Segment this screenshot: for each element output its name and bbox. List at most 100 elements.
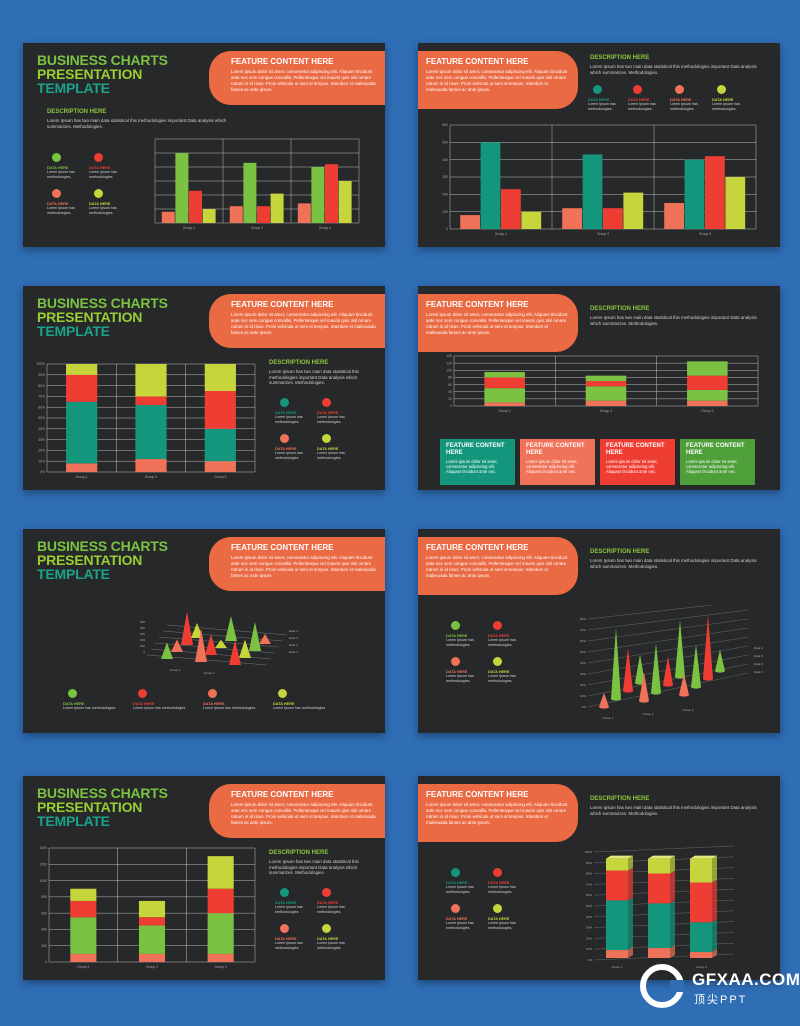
- y-tick-label: 70%: [586, 882, 592, 886]
- legend-text: Lorem Ipsum has methodologies.: [446, 921, 474, 930]
- title-line-1: BUSINESS CHARTS: [37, 295, 168, 311]
- legend-item: DATA HERE Lorem Ipsum has methodologies.: [446, 868, 484, 894]
- gridline: [587, 672, 749, 708]
- bar-segment: [138, 917, 166, 926]
- series-label: Data 2: [754, 662, 763, 666]
- legend-item: DATA HERE Lorem Ipsum has methodologies.: [89, 189, 127, 215]
- x-tick-label: Group 1: [170, 668, 181, 672]
- x-tick-label: Group 2: [146, 965, 158, 969]
- slide-1[interactable]: BUSINESS CHARTS PRESENTATION TEMPLATE FE…: [23, 43, 385, 247]
- slide-8[interactable]: FEATURE CONTENT HERE Lorem ipsum dolor s…: [418, 776, 780, 980]
- legend-item: DATA HERE Lorem Ipsum has methodologies.: [203, 689, 263, 711]
- series-label: Data 1: [289, 650, 298, 654]
- column-top: [606, 855, 633, 859]
- bar-segment: [687, 361, 728, 376]
- title-line-2: PRESENTATION: [37, 66, 143, 82]
- column-side: [712, 949, 717, 958]
- legend-dot-icon: [280, 398, 289, 407]
- bar: [229, 206, 243, 223]
- title-line-3: TEMPLATE: [37, 80, 110, 96]
- bar: [684, 159, 705, 229]
- slide-4[interactable]: FEATURE CONTENT HERE Lorem ipsum dolor s…: [418, 286, 780, 490]
- legend-item: DATA HERE Lorem Ipsum has methodologies.: [446, 657, 484, 683]
- series-label: Data 4: [754, 646, 763, 650]
- cone: [635, 654, 645, 683]
- legend-label: DATA HERE: [488, 670, 510, 674]
- y-tick-label: 0%: [40, 470, 45, 474]
- bar-segment: [135, 405, 167, 460]
- bar: [603, 208, 623, 229]
- x-tick-label: Group 1: [612, 965, 623, 969]
- pyramid: [181, 611, 193, 645]
- x-tick-label: Group 1: [499, 409, 511, 413]
- feature-box-body: Lorem ipsum dolor sit amet, consectetur …: [526, 459, 578, 475]
- bar-segment: [138, 925, 166, 954]
- legend-dot-icon: [451, 868, 460, 877]
- slide-title: BUSINESS CHARTS PRESENTATION TEMPLATE: [37, 786, 168, 828]
- y-tick-label: 0: [446, 227, 448, 231]
- legend-label: DATA HERE: [47, 166, 69, 170]
- feature-body: Lorem ipsum dolor sit amet, consectetur …: [231, 802, 376, 825]
- column-side: [670, 900, 675, 949]
- slide-2[interactable]: FEATURE CONTENT HERE Lorem ipsum dolor s…: [418, 43, 780, 247]
- bar-segment: [585, 400, 627, 406]
- y-tick-label: 40%: [586, 915, 592, 919]
- pyramid: [259, 634, 271, 644]
- legend-item: DATA HERE Lorem Ipsum has methodologies.: [275, 888, 313, 914]
- legend-label: DATA HERE: [446, 881, 468, 885]
- watermark-brand: GFXAA.COM: [692, 970, 800, 989]
- slide-6[interactable]: FEATURE CONTENT HERE Lorem ipsum dolor s…: [418, 529, 780, 733]
- legend-text: Lorem Ipsum has methodologies.: [275, 451, 303, 460]
- slide-3[interactable]: BUSINESS CHARTS PRESENTATION TEMPLATE FE…: [23, 286, 385, 490]
- bar-segment: [484, 402, 525, 406]
- bar: [270, 193, 284, 223]
- y-tick-label: 20%: [38, 449, 45, 453]
- cone-base: [663, 683, 673, 687]
- legend-text: Lorem Ipsum has methodologies.: [488, 638, 516, 647]
- legend-label: DATA HERE: [203, 702, 225, 706]
- cone-base: [599, 705, 609, 709]
- column-segment: [606, 950, 628, 958]
- y-tick-label: 0%: [588, 958, 593, 962]
- feature-body: Lorem ipsum dolor sit amet, consectetur …: [231, 555, 376, 578]
- feature-heading: FEATURE CONTENT HERE: [426, 300, 529, 309]
- legend-label: DATA HERE: [488, 917, 510, 921]
- legend-dot-icon: [493, 657, 502, 666]
- gridline: [587, 618, 749, 642]
- column-segment: [690, 858, 712, 883]
- feature-banner: FEATURE CONTENT HERE Lorem ipsum dolor s…: [209, 784, 385, 838]
- legend-item: DATA HERE Lorem Ipsum has methodologies.: [317, 888, 355, 914]
- legend-label: DATA HERE: [47, 202, 69, 206]
- legend-item: DATA HERE Lorem Ipsum has methodologies.: [712, 85, 750, 111]
- legend-item: DATA HERE Lorem Ipsum has methodologies.: [275, 924, 313, 950]
- bar-segment: [135, 459, 167, 472]
- y-tick-label: 0%: [582, 705, 587, 709]
- chart: 0% 10% 20% 30% 40% 50% 60% 70% 80% Group 1 Group 2…: [558, 605, 768, 729]
- slide-title: BUSINESS CHARTS PRESENTATION TEMPLATE: [37, 53, 168, 95]
- description-heading: DESCRIPTION HERE: [590, 549, 650, 555]
- slide-7[interactable]: BUSINESS CHARTS PRESENTATION TEMPLATE FE…: [23, 776, 385, 980]
- chart: 0 100 200 300 400 500 600 Group 1 Group 2 Group 3: [430, 121, 760, 241]
- legend-text: Lorem Ipsum has methodologies.: [317, 941, 345, 950]
- title-line-2: PRESENTATION: [37, 799, 143, 815]
- legend-dot-icon: [280, 888, 289, 897]
- bar-segment: [135, 396, 167, 406]
- x-tick-label: Group 2: [643, 712, 654, 716]
- slide-5[interactable]: BUSINESS CHARTS PRESENTATION TEMPLATE FE…: [23, 529, 385, 733]
- description-body: Lorem Ipsum has two main data statistica…: [590, 315, 757, 326]
- column-side: [628, 867, 633, 901]
- cone-base: [679, 693, 689, 697]
- feature-body: Lorem ipsum dolor sit amet, consectetur …: [231, 312, 376, 335]
- x-tick-label: Group 1: [76, 475, 88, 479]
- feature-banner: FEATURE CONTENT HERE Lorem ipsum dolor s…: [418, 537, 578, 595]
- y-tick-label: 60%: [580, 639, 586, 643]
- y-tick-label: 300: [442, 175, 448, 179]
- legend-dot-icon: [451, 657, 460, 666]
- legend-item: DATA HERE Lorem Ipsum has methodologies.: [446, 904, 484, 930]
- y-tick-label: 80%: [586, 872, 592, 876]
- legend-dot-icon: [280, 434, 289, 443]
- bar: [562, 208, 582, 229]
- y-tick-label: 300: [140, 632, 145, 636]
- legend-item: DATA HERE Lorem Ipsum has methodologies.: [488, 657, 526, 683]
- title-line-1: BUSINESS CHARTS: [37, 538, 168, 554]
